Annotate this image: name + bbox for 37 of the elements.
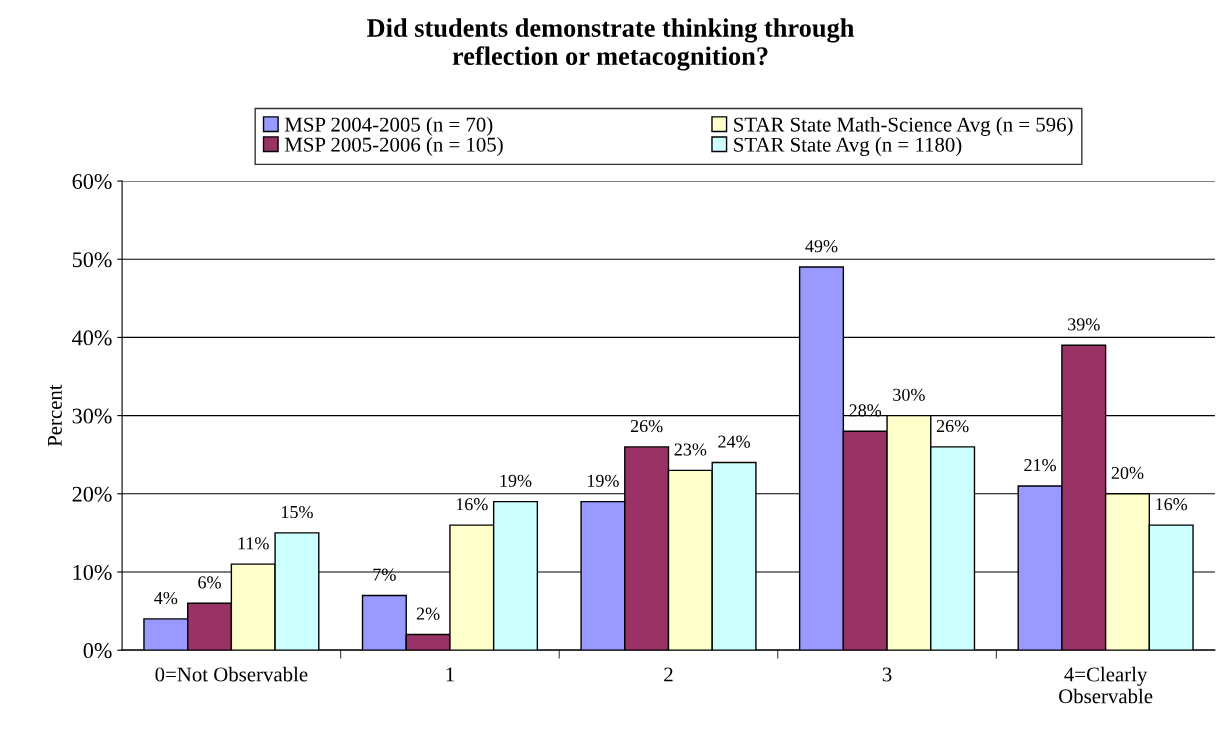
y-tick-label: 0% [83, 643, 112, 659]
y-tick-label: 60% [72, 173, 112, 190]
y-tick-label: 10% [73, 564, 112, 580]
x-tick-label: 0=Not Observable [155, 666, 308, 682]
x-tick-label: 4=Clearly Observable [1059, 666, 1153, 704]
data-label: 6% [198, 576, 221, 589]
legend-label: MSP 2005-2006 (n = 105) [284, 137, 503, 156]
data-label: 24% [718, 435, 750, 448]
data-label: 19% [587, 474, 619, 487]
legend-label: MSP 2004-2005 (n = 70) [284, 116, 493, 136]
legend-label: STAR State Avg (n = 1180) [734, 137, 962, 157]
y-axis-title: Percent [48, 384, 62, 447]
data-label: 30% [893, 388, 925, 401]
data-label: 20% [1111, 466, 1144, 480]
x-tick-label: 2 [664, 667, 673, 682]
data-label: 15% [281, 505, 313, 519]
legend-label: STAR State Math-Science Avg (n = 596) [734, 116, 1073, 136]
data-label: 2% [416, 607, 440, 620]
y-tick-label: 30% [72, 408, 112, 424]
data-label: 16% [456, 498, 488, 511]
data-label: 7% [373, 568, 396, 581]
x-tick-label: 1 [446, 667, 454, 682]
data-label: 19% [500, 474, 532, 487]
y-tick-label: 50% [72, 252, 112, 268]
data-label: 26% [936, 419, 969, 433]
data-label: 26% [630, 419, 663, 433]
chart-title: Did students demonstrate thinking through reflection or metacognition? [367, 18, 855, 71]
data-label: 39% [1068, 318, 1100, 331]
data-label: 23% [674, 443, 707, 456]
y-tick-label: 40% [72, 330, 112, 346]
x-tick-label: 3 [882, 667, 892, 682]
data-label: 49% [805, 240, 838, 253]
data-label: 16% [1156, 498, 1188, 511]
data-label: 11% [238, 537, 269, 550]
data-label: 4% [154, 591, 178, 605]
data-label: 21% [1024, 459, 1056, 472]
y-tick-label: 20% [72, 486, 112, 502]
